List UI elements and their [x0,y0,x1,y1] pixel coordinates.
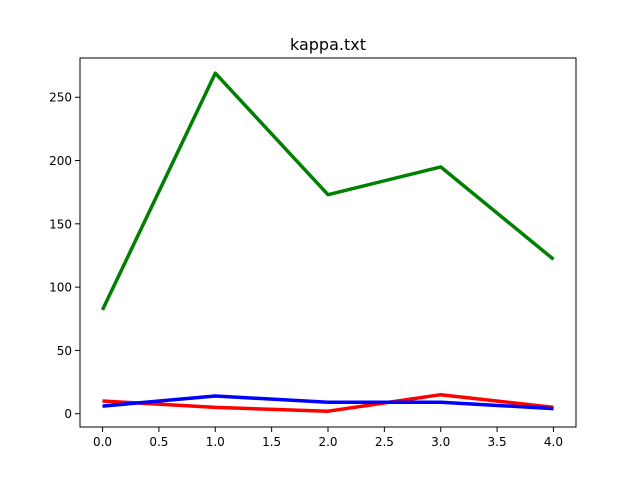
x-tick-label: 4.0 [544,435,563,449]
y-tick-label: 250 [49,91,72,105]
y-tick-label: 50 [57,344,72,358]
x-axis-ticks: 0.0 0.5 1.0 1.5 2.0 2.5 3.0 3.5 4.0 [93,427,563,449]
y-axis-ticks: 0 50 100 150 200 250 [49,91,80,421]
series-line-2 [102,394,554,411]
chart-title: kappa.txt [290,35,366,54]
series-line-0 [100,71,555,311]
x-tick-label: 0.5 [149,435,168,449]
x-tick-label: 2.5 [375,435,394,449]
x-tick-label: 2.0 [318,435,337,449]
plot-area-frame [79,57,577,428]
series-line-1 [102,392,554,413]
x-tick-label: 3.0 [431,435,450,449]
x-tick-label: 0.0 [93,435,112,449]
x-tick-label: 3.5 [488,435,507,449]
y-tick-label: 200 [49,154,72,168]
x-tick-label: 1.5 [262,435,281,449]
x-tick-label: 1.0 [206,435,225,449]
series-layer [100,71,555,413]
y-tick-label: 0 [64,407,72,421]
y-tick-label: 100 [49,281,72,295]
y-tick-label: 150 [49,217,72,231]
